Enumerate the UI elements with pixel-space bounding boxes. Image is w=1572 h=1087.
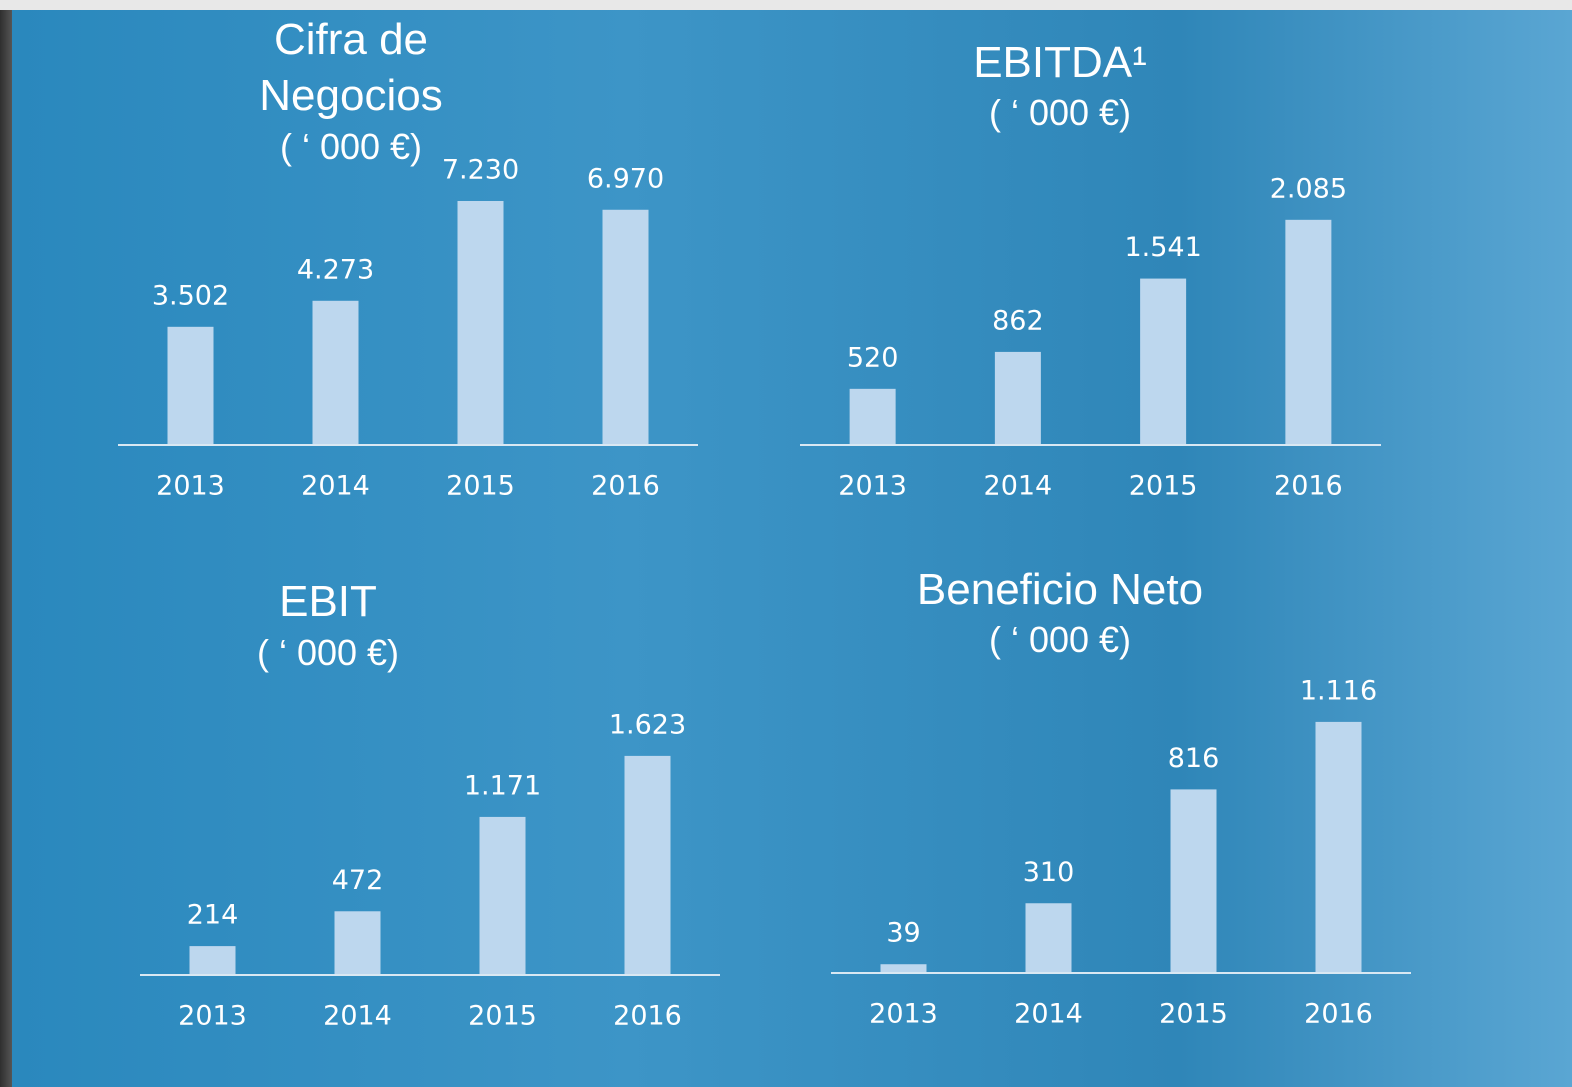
- value-label: 1.623: [609, 709, 686, 740]
- bar: [850, 389, 896, 445]
- value-label: 1.171: [464, 770, 541, 801]
- bar: [881, 964, 927, 973]
- bar: [603, 210, 649, 445]
- value-label: 3.502: [152, 280, 229, 311]
- value-label: 1.116: [1300, 675, 1377, 706]
- x-tick-label: 2013: [178, 1001, 247, 1032]
- value-label: 310: [1023, 857, 1075, 888]
- x-tick-label: 2015: [468, 1001, 537, 1032]
- x-tick-label: 2014: [301, 471, 370, 502]
- value-label: 816: [1168, 743, 1220, 774]
- chart-title: EBITDA¹: [910, 35, 1210, 91]
- bar: [1171, 789, 1217, 973]
- bar: [625, 756, 671, 975]
- bar: [313, 301, 359, 445]
- value-label: 520: [847, 342, 899, 373]
- value-label: 6.970: [587, 163, 664, 194]
- chart-title: EBIT: [178, 574, 478, 630]
- x-tick-label: 2015: [1159, 999, 1228, 1030]
- bar: [1140, 279, 1186, 445]
- bar: [1285, 220, 1331, 445]
- bar: [458, 201, 504, 445]
- x-tick-label: 2016: [591, 471, 660, 502]
- slide: 3.50220134.27320147.23020156.97020165202…: [0, 0, 1572, 1087]
- x-tick-label: 2014: [323, 1001, 392, 1032]
- chart-subtitle: ( ‘ 000 €): [178, 632, 478, 674]
- chart-title: Beneficio Neto: [890, 562, 1230, 618]
- chart-title: Cifra de Negocios: [236, 12, 466, 124]
- x-tick-label: 2014: [984, 471, 1053, 502]
- bar: [1026, 903, 1072, 973]
- value-label: 2.085: [1270, 173, 1347, 204]
- x-tick-label: 2013: [869, 999, 938, 1030]
- bar: [335, 911, 381, 975]
- x-tick-label: 2016: [613, 1001, 682, 1032]
- x-tick-label: 2014: [1014, 999, 1083, 1030]
- x-tick-label: 2013: [156, 471, 225, 502]
- value-label: 214: [187, 900, 239, 931]
- value-label: 862: [992, 305, 1044, 336]
- x-tick-label: 2015: [1129, 471, 1198, 502]
- bar: [1316, 722, 1362, 973]
- chart-subtitle: ( ‘ 000 €): [910, 619, 1210, 661]
- bar: [168, 327, 214, 445]
- bar: [190, 946, 236, 975]
- value-label: 39: [886, 918, 920, 949]
- bar: [480, 817, 526, 975]
- value-label: 4.273: [297, 254, 374, 285]
- x-tick-label: 2016: [1274, 471, 1343, 502]
- chart-subtitle: ( ‘ 000 €): [201, 126, 501, 168]
- chart-subtitle: ( ‘ 000 €): [910, 92, 1210, 134]
- x-tick-label: 2015: [446, 471, 515, 502]
- x-tick-label: 2013: [838, 471, 907, 502]
- bar: [995, 352, 1041, 445]
- x-tick-label: 2016: [1304, 999, 1373, 1030]
- value-label: 1.541: [1124, 232, 1201, 263]
- value-label: 472: [332, 865, 384, 896]
